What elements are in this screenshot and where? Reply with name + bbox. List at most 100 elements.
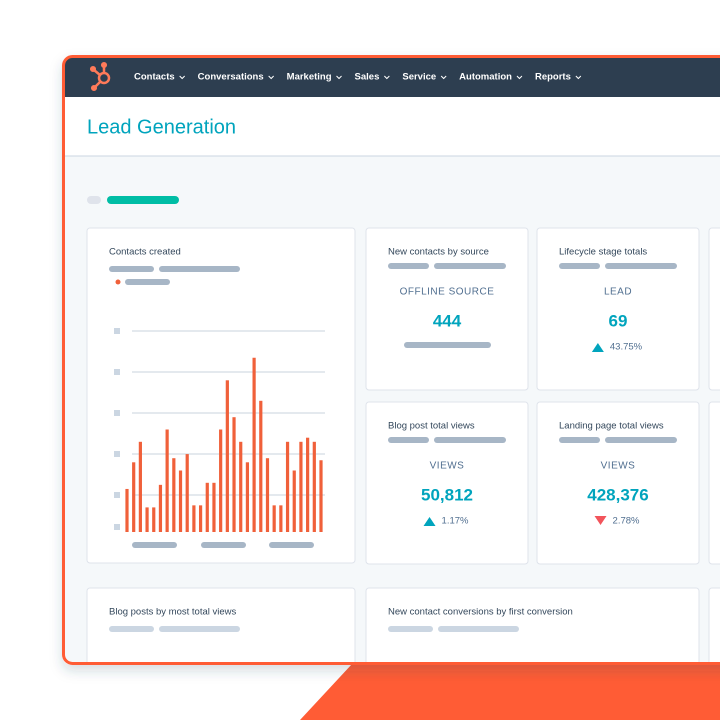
trend-arrow	[423, 517, 436, 526]
placeholder	[109, 626, 154, 632]
tick-placeholder	[114, 410, 120, 416]
placeholder	[125, 279, 170, 285]
placeholder	[159, 266, 240, 272]
bar	[299, 441, 303, 532]
bar	[306, 437, 310, 532]
placeholder	[132, 542, 177, 548]
card	[708, 401, 720, 565]
card-title: New contacts by source	[388, 247, 489, 258]
bar	[285, 441, 290, 532]
bar	[219, 429, 223, 532]
card-title: Landing page total views	[559, 421, 664, 432]
card	[708, 227, 720, 391]
bar	[272, 505, 276, 532]
card-title: Lifecycle stage totals	[559, 247, 647, 258]
chevron	[440, 75, 447, 80]
bar	[225, 380, 229, 532]
card-title: Blog posts by most total views	[109, 607, 236, 618]
bar	[319, 460, 323, 532]
placeholder	[605, 263, 677, 269]
stat-value: 444	[433, 311, 462, 330]
bar	[125, 488, 129, 532]
chevron	[268, 75, 275, 80]
card-title: Contacts created	[109, 247, 181, 258]
card-title: New contact conversions by first convers…	[388, 607, 573, 618]
bar	[138, 441, 142, 532]
card-title: Blog post total views	[388, 421, 475, 432]
bar	[239, 441, 243, 532]
bar	[259, 400, 263, 532]
trend-arrow	[591, 343, 604, 352]
bar	[205, 482, 209, 532]
bar	[279, 505, 283, 532]
tick-placeholder	[114, 524, 120, 530]
stat-change: 1.17%	[442, 516, 469, 527]
bar	[132, 462, 136, 532]
placeholder	[559, 263, 600, 269]
stat-value: 428,376	[587, 485, 648, 504]
bar	[245, 462, 250, 532]
placeholder	[159, 626, 240, 632]
nav-item[interactable]: Conversations	[198, 72, 264, 83]
placeholder	[269, 542, 314, 548]
tick-placeholder	[114, 451, 120, 457]
nav-item[interactable]: Reports	[535, 72, 571, 83]
placeholder	[87, 196, 101, 204]
stat-label: VIEWS	[430, 461, 465, 472]
chevron	[516, 75, 523, 80]
stat-label: LEAD	[604, 287, 632, 298]
bar	[172, 458, 176, 532]
stat-change: 2.78%	[613, 516, 640, 527]
chevron	[384, 75, 390, 80]
bar	[165, 429, 169, 532]
bar	[158, 484, 163, 532]
frame-border	[62, 55, 720, 665]
placeholder	[434, 437, 506, 443]
nav-item[interactable]: Marketing	[287, 72, 332, 83]
placeholder	[559, 437, 600, 443]
stat-value: 69	[609, 311, 628, 330]
chevron	[179, 75, 186, 80]
placeholder[interactable]	[107, 196, 179, 204]
bar	[198, 505, 203, 532]
stat-label: VIEWS	[601, 461, 636, 472]
nav-item[interactable]: Sales	[355, 72, 380, 83]
placeholder	[438, 626, 519, 632]
placeholder	[388, 626, 433, 632]
bar	[265, 458, 270, 532]
bar	[312, 441, 316, 532]
chevron	[336, 75, 342, 80]
tick-placeholder	[114, 369, 120, 375]
legend-dot	[115, 279, 121, 285]
placeholder	[201, 542, 246, 548]
card	[365, 587, 700, 663]
logo[interactable]	[89, 61, 111, 92]
tick-placeholder	[114, 492, 120, 498]
nav-item[interactable]: Automation	[459, 72, 512, 83]
bar	[292, 470, 296, 532]
header	[64, 97, 720, 156]
bar	[152, 507, 156, 532]
placeholder	[388, 263, 429, 269]
placeholder	[434, 263, 506, 269]
stat-change: 43.75%	[610, 342, 643, 353]
nav-bar	[64, 57, 720, 97]
placeholder	[109, 266, 154, 272]
bar	[192, 505, 196, 532]
stat-value: 50,812	[421, 485, 473, 504]
trend-arrow	[594, 516, 607, 525]
bar	[212, 482, 216, 532]
bar	[145, 507, 149, 532]
page-title: Lead Generation	[87, 116, 236, 138]
app-window: Lead Generation Contacts Conversations Mar…	[64, 57, 720, 663]
chevron	[575, 75, 582, 80]
bar	[232, 417, 236, 532]
nav-item[interactable]: Service	[402, 72, 436, 83]
card	[86, 587, 356, 663]
placeholder	[605, 437, 677, 443]
placeholder	[404, 342, 491, 348]
bar	[178, 470, 183, 532]
nav-item[interactable]: Contacts	[134, 72, 175, 83]
tick-placeholder	[114, 328, 120, 334]
